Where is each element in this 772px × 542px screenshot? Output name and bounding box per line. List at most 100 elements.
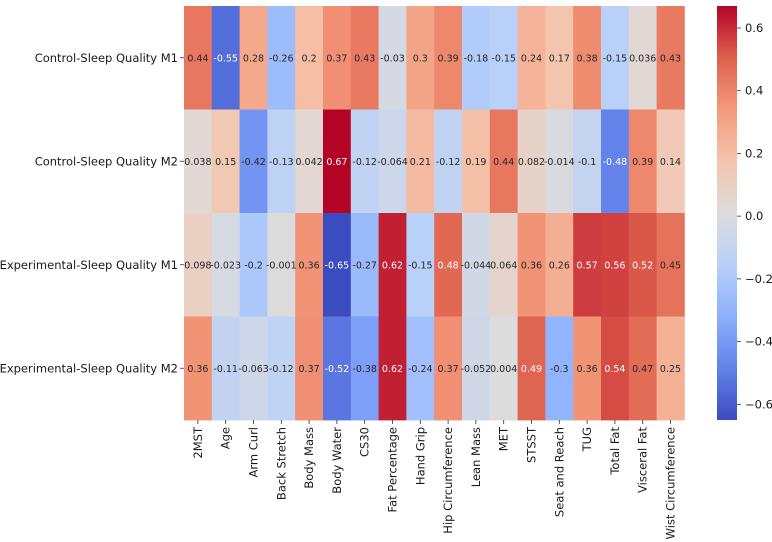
heatmap-cell (628, 316, 657, 421)
heatmap-cell (184, 109, 213, 214)
heatmap-cell (462, 6, 491, 110)
cell-value-label: -0.13 (269, 157, 294, 168)
cell-value-label: -0.11 (213, 364, 238, 375)
x-tick-label: Wist Circumference (664, 427, 678, 539)
heatmap-cell (601, 109, 630, 214)
y-axis-tick-labels: Control-Sleep Quality M1 Control-Sleep Qu… (0, 51, 184, 375)
cell-value-label: 0.57 (577, 260, 598, 271)
cell-value-label: 0.38 (577, 53, 598, 64)
heatmap-cell (406, 109, 435, 214)
heatmap-cell (628, 109, 657, 214)
heatmap-cell (267, 213, 296, 317)
cell-value-label: 0.36 (299, 260, 320, 271)
heatmap-cell (323, 213, 352, 317)
heatmap-cell (573, 213, 602, 317)
x-tick-label: STSST (525, 426, 539, 463)
cell-value-label: 0.2 (302, 53, 317, 64)
cell-value-label: 0.44 (187, 53, 208, 64)
heatmap-cell (517, 316, 546, 421)
heatmap-cells (184, 6, 685, 421)
heatmap-cell (517, 213, 546, 317)
cell-value-label: 0.49 (521, 364, 542, 375)
heatmap-cell (601, 316, 630, 421)
cell-value-label: -0.052 (461, 364, 492, 375)
cell-value-label: 0.14 (660, 157, 681, 168)
y-tick-label: Experimental-Sleep Quality M2 (0, 361, 178, 375)
x-tick-label: Visceral Fat (636, 427, 650, 493)
cell-value-label: -0.55 (213, 53, 238, 64)
heatmap-cell (406, 316, 435, 421)
cell-value-label: -0.15 (491, 53, 516, 64)
cell-value-label: 0.098 (184, 260, 211, 271)
cell-value-label: -0.48 (603, 157, 628, 168)
x-tick-label: MET (497, 426, 511, 451)
y-tick-label: Control-Sleep Quality M2 (35, 154, 178, 168)
heatmap-cell (323, 6, 352, 110)
heatmap-cell (462, 109, 491, 214)
x-tick-label: Lean Mass (469, 427, 483, 487)
cell-value-label: -0.24 (408, 364, 433, 375)
cell-value-label: -0.1 (578, 157, 597, 168)
heatmap-cell (489, 109, 518, 214)
heatmap-cell (378, 6, 407, 110)
cell-value-label: 0.36 (577, 364, 598, 375)
colorbar-tick-label: 0.4 (745, 84, 763, 98)
cell-value-label: -0.3 (550, 364, 569, 375)
cell-value-label: 0.36 (521, 260, 542, 271)
cell-value-label: 0.25 (660, 364, 681, 375)
cell-value-label: 0.064 (490, 260, 517, 271)
colorbar-tick-label: −0.6 (745, 397, 772, 411)
cell-value-label: 0.52 (632, 260, 653, 271)
cell-value-label: 0.62 (382, 364, 403, 375)
x-axis-tick-labels: 2MST Age Arm Curl Back Stretch Body Mass Body… (191, 420, 678, 539)
cell-value-label: 0.26 (549, 260, 570, 271)
heatmap-cell (462, 316, 491, 421)
cell-value-label: -0.12 (436, 157, 461, 168)
cell-value-label: -0.15 (603, 53, 628, 64)
y-tick-label: Control-Sleep Quality M1 (35, 51, 178, 65)
cell-value-label: -0.65 (325, 260, 350, 271)
cell-value-label: -0.12 (269, 364, 294, 375)
cell-value-label: 0.038 (184, 157, 211, 168)
x-tick-label: Hip Circumference (441, 427, 455, 534)
cell-value-label: 0.37 (326, 53, 347, 64)
cell-value-label: 0.28 (243, 53, 264, 64)
heatmap-cell (295, 213, 324, 317)
cell-value-label: 0.082 (518, 157, 545, 168)
cell-value-label: -0.27 (352, 260, 377, 271)
heatmap-cell (267, 109, 296, 214)
x-tick-label: TUG (580, 427, 594, 452)
cell-value-label: 0.44 (493, 157, 514, 168)
x-tick-label: 2MST (191, 426, 205, 459)
x-tick-label: Body Water (330, 427, 344, 494)
cell-value-label: -0.26 (269, 53, 294, 64)
heatmap-cell (573, 109, 602, 214)
x-tick-label: Age (219, 427, 233, 449)
cell-value-label: -0.064 (377, 157, 408, 168)
cell-value-label: 0.39 (438, 53, 459, 64)
cell-value-label: -0.044 (461, 260, 492, 271)
x-tick-label: Fat Percentage (386, 427, 400, 512)
cell-value-label: 0.37 (438, 364, 459, 375)
heatmap-cell (295, 6, 324, 110)
cell-value-label: 0.036 (629, 53, 656, 64)
heatmap-cell (462, 213, 491, 317)
heatmap-cell (239, 316, 268, 421)
heatmap-cell (267, 6, 296, 110)
heatmap-cell (378, 109, 407, 214)
cell-value-label: 0.042 (295, 157, 322, 168)
x-tick-label: CS30 (358, 427, 372, 457)
heatmap-cell (656, 316, 685, 421)
heatmap-cell (628, 213, 657, 317)
colorbar-tick-label: −0.4 (745, 335, 772, 349)
heatmap-cell (517, 109, 546, 214)
cell-value-label: -0.2 (244, 260, 263, 271)
cell-value-label: 0.47 (632, 364, 653, 375)
heatmap-cell (517, 6, 546, 110)
heatmap-cell (545, 109, 574, 214)
heatmap-cell (601, 213, 630, 317)
cell-value-label: 0.56 (604, 260, 625, 271)
heatmap-cell (323, 316, 352, 421)
cell-value-label: -0.18 (464, 53, 489, 64)
